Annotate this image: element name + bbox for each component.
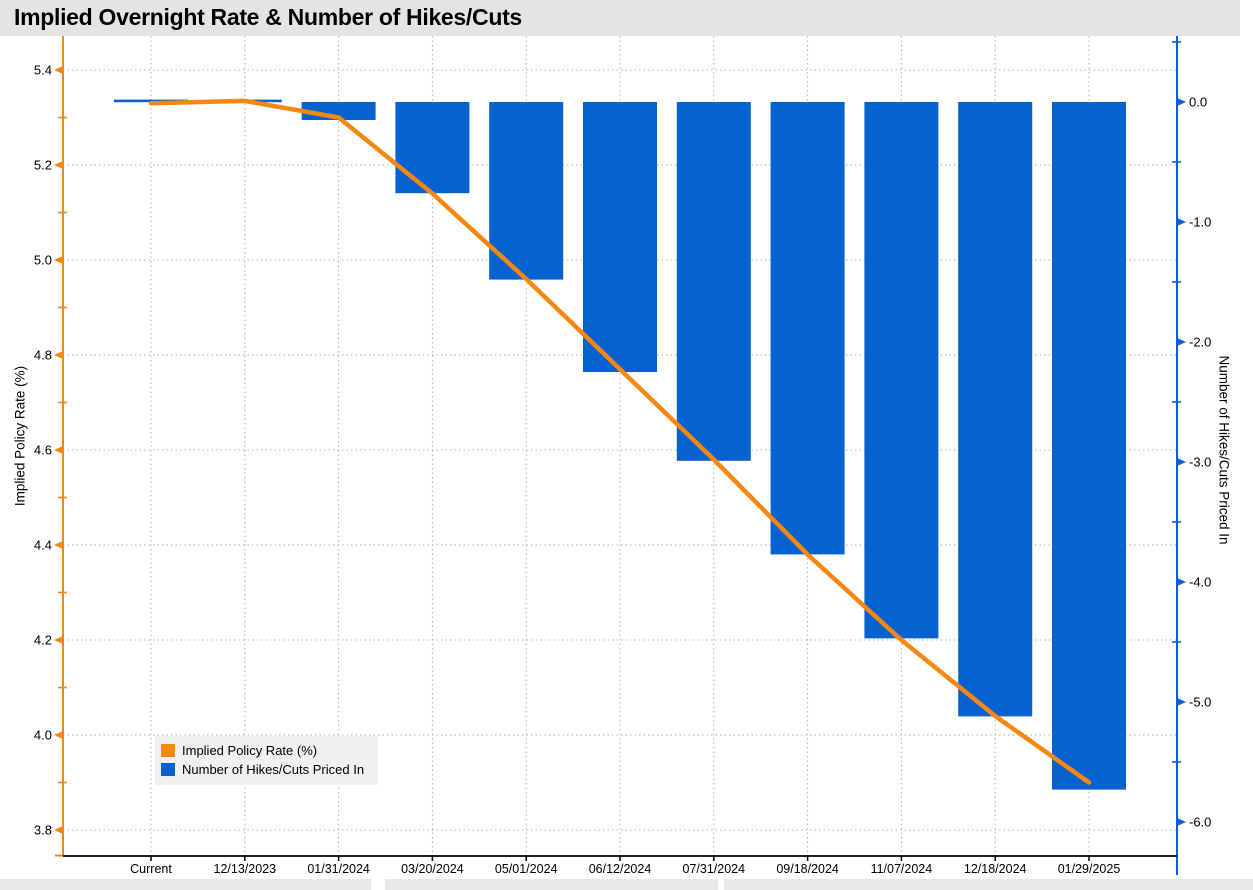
bar-03/20/2024	[395, 102, 470, 194]
svg-text:0.0: 0.0	[1189, 95, 1207, 110]
legend-item-policy-rate: Implied Policy Rate (%)	[161, 741, 364, 760]
svg-text:-2.0: -2.0	[1189, 335, 1211, 350]
x-label-06/12/2024: 06/12/2024	[589, 862, 652, 876]
svg-text:4.8: 4.8	[34, 348, 52, 363]
left-axis-ticks: 5.4 5.2 5.0 4.8 4.6 4.4 4.2 4.0 3.8	[34, 63, 67, 838]
bottom-panel-strip-left	[0, 879, 371, 890]
legend: Implied Policy Rate (%) Number of Hikes/…	[155, 736, 379, 785]
svg-text:-6.0: -6.0	[1189, 815, 1211, 830]
bottom-panel-strip-right	[724, 879, 1253, 890]
chart-title: Implied Overnight Rate & Number of Hikes…	[14, 4, 522, 30]
bar-06/12/2024	[583, 102, 657, 372]
svg-text:4.0: 4.0	[34, 728, 52, 743]
x-label-01/29/2025: 01/29/2025	[1058, 862, 1121, 876]
legend-label-hikes-cuts: Number of Hikes/Cuts Priced In	[182, 762, 365, 777]
x-label-Current: Current	[130, 862, 172, 876]
legend-label-policy-rate: Implied Policy Rate (%)	[182, 743, 318, 758]
legend-swatch-blue	[161, 763, 175, 776]
svg-text:-5.0: -5.0	[1189, 695, 1211, 710]
x-label-09/18/2024: 09/18/2024	[776, 862, 839, 876]
x-label-01/31/2024: 01/31/2024	[307, 862, 370, 876]
policy-rate-line	[148, 98, 1092, 785]
x-label-11/07/2024: 11/07/2024	[871, 862, 933, 876]
right-axis-ticks: 0.0 -1.0 -2.0 -3.0 -4.0 -5.0 -6.0	[1172, 41, 1211, 830]
bar-11/07/2024	[864, 102, 939, 639]
svg-text:5.4: 5.4	[34, 63, 52, 78]
x-label-03/20/2024: 03/20/2024	[401, 862, 464, 876]
right-axis-title: Number of Hikes/Cuts Priced In	[1216, 355, 1232, 545]
x-label-12/18/2024: 12/18/2024	[964, 862, 1027, 876]
legend-item-hikes-cuts: Number of Hikes/Cuts Priced In	[161, 760, 364, 779]
bar-05/01/2024	[489, 102, 564, 280]
chart-title-bar: Implied Overnight Rate & Number of Hikes…	[0, 0, 1240, 36]
bar-01/29/2025	[1052, 102, 1126, 790]
bar-Current	[114, 99, 188, 103]
bar-09/18/2024	[770, 102, 845, 555]
x-label-12/13/2023: 12/13/2023	[214, 862, 277, 876]
svg-text:-4.0: -4.0	[1189, 575, 1211, 590]
x-axis-ticks: Current 12/13/2023 01/31/2024 03/20/2024 05/…	[130, 856, 1120, 876]
left-axis-title: Implied Policy Rate (%)	[12, 365, 28, 507]
svg-text:-1.0: -1.0	[1189, 215, 1211, 230]
svg-text:3.8: 3.8	[34, 823, 52, 838]
svg-text:4.4: 4.4	[34, 538, 52, 553]
bar-07/31/2024	[676, 102, 751, 461]
svg-text:-3.0: -3.0	[1189, 455, 1211, 470]
legend-swatch-orange	[161, 744, 175, 757]
svg-text:5.2: 5.2	[34, 158, 52, 173]
hikes-cuts-bars	[114, 99, 1126, 790]
svg-text:4.6: 4.6	[34, 443, 52, 458]
x-label-05/01/2024: 05/01/2024	[495, 862, 558, 876]
svg-text:5.0: 5.0	[34, 253, 52, 268]
x-label-07/31/2024: 07/31/2024	[683, 862, 746, 876]
bottom-panel-strip-middle	[385, 879, 718, 890]
svg-text:4.2: 4.2	[34, 633, 52, 648]
bar-12/18/2024	[958, 102, 1033, 717]
